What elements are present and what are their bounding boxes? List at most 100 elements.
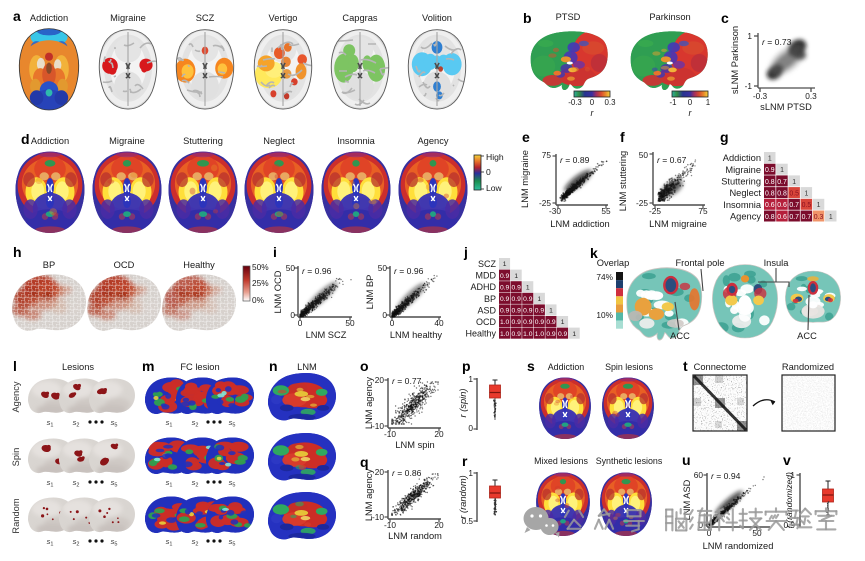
svg-text:0.9: 0.9: [535, 319, 545, 326]
svg-text:0.5: 0.5: [789, 190, 799, 197]
svg-text:LNM spin: LNM spin: [395, 440, 434, 450]
svg-text:LNM migraine: LNM migraine: [649, 219, 707, 229]
svg-text:0.6: 0.6: [777, 202, 787, 209]
svg-text:LNM SCZ: LNM SCZ: [306, 330, 347, 340]
svg-text:Insomnia: Insomnia: [723, 200, 762, 210]
svg-text:0.3: 0.3: [805, 91, 817, 101]
svg-text:0: 0: [688, 98, 693, 107]
svg-text:0.8: 0.8: [765, 190, 775, 197]
svg-text:1.0: 1.0: [535, 331, 545, 338]
svg-text:BP: BP: [484, 294, 496, 304]
svg-text:0.9: 0.9: [500, 308, 510, 315]
svg-text:74%: 74%: [596, 272, 613, 282]
svg-text:High: High: [486, 152, 504, 162]
svg-text:0: 0: [486, 167, 491, 177]
svg-text:q: q: [360, 454, 369, 470]
svg-text:0.7: 0.7: [777, 179, 787, 186]
svg-text:Migraine: Migraine: [110, 13, 146, 23]
svg-text:j: j: [463, 244, 468, 260]
svg-text:0.9: 0.9: [500, 296, 510, 303]
svg-text:LNM stuttering: LNM stuttering: [618, 151, 628, 211]
svg-text:FC lesion: FC lesion: [180, 362, 219, 372]
svg-text:1: 1: [526, 284, 530, 291]
svg-text:-30: -30: [549, 206, 561, 216]
svg-text:75: 75: [698, 206, 708, 216]
svg-text:0.7: 0.7: [789, 214, 799, 221]
svg-text:Agency: Agency: [417, 136, 448, 146]
svg-text:1: 1: [468, 468, 473, 478]
svg-text:Parkinson: Parkinson: [649, 12, 690, 22]
svg-text:0: 0: [468, 423, 473, 433]
svg-text:LNM randomized: LNM randomized: [703, 541, 774, 551]
svg-text:ACC: ACC: [670, 331, 690, 341]
svg-text:0.8: 0.8: [765, 179, 775, 186]
svg-text:0.9: 0.9: [512, 331, 522, 338]
svg-text:Agency: Agency: [11, 381, 21, 412]
svg-text:0.8: 0.8: [777, 190, 787, 197]
svg-text:20: 20: [375, 375, 385, 385]
svg-text:1: 1: [514, 273, 518, 280]
svg-text:1: 1: [780, 167, 784, 174]
svg-text:1: 1: [706, 98, 710, 107]
svg-text:Insomnia: Insomnia: [337, 136, 376, 146]
svg-text:0: 0: [382, 310, 387, 320]
svg-text:0.9: 0.9: [500, 273, 510, 280]
svg-text:-25: -25: [636, 198, 648, 208]
svg-text:r = 0.96: r = 0.96: [302, 266, 332, 276]
svg-text:f: f: [620, 129, 625, 145]
svg-text:r: r: [462, 453, 468, 469]
svg-text:ADHD: ADHD: [470, 282, 496, 292]
svg-text:1: 1: [468, 374, 473, 384]
svg-text:0.6: 0.6: [777, 214, 787, 221]
svg-text:u: u: [682, 452, 691, 468]
svg-text:ACC: ACC: [797, 331, 817, 341]
svg-text:1.0: 1.0: [523, 331, 533, 338]
svg-text:0: 0: [298, 318, 303, 328]
svg-text:40: 40: [434, 318, 444, 328]
svg-text:Spin: Spin: [11, 448, 21, 467]
svg-text:sLNM Parkinson: sLNM Parkinson: [730, 26, 740, 94]
svg-text:Insula: Insula: [764, 258, 790, 268]
svg-text:Agency: Agency: [730, 212, 761, 222]
svg-text:-1: -1: [745, 81, 753, 91]
svg-text:10%: 10%: [596, 310, 613, 320]
svg-text:b: b: [523, 10, 532, 26]
svg-text:0: 0: [590, 98, 595, 107]
svg-text:LNM agency: LNM agency: [364, 377, 374, 430]
svg-text:0.9: 0.9: [512, 296, 522, 303]
svg-text:1.0: 1.0: [500, 331, 510, 338]
svg-text:Stuttering: Stuttering: [183, 136, 223, 146]
svg-text:0.9: 0.9: [512, 284, 522, 291]
svg-text:0.3: 0.3: [605, 98, 617, 107]
svg-text:0: 0: [390, 318, 395, 328]
svg-text:0: 0: [290, 310, 295, 320]
svg-text:-0.3: -0.3: [568, 98, 582, 107]
svg-text:-10: -10: [384, 520, 396, 530]
svg-text:LNM OCD: LNM OCD: [273, 270, 283, 313]
svg-text:LNM migraine: LNM migraine: [520, 150, 530, 208]
svg-text:r = 0.94: r = 0.94: [711, 471, 741, 481]
svg-text:r = 0.73: r = 0.73: [762, 37, 792, 47]
svg-text:-0.3: -0.3: [753, 91, 768, 101]
svg-text:Addiction: Addiction: [31, 136, 69, 146]
svg-text:Addiction: Addiction: [723, 153, 761, 163]
svg-text:0.6: 0.6: [765, 202, 775, 209]
svg-text:0.8: 0.8: [765, 214, 775, 221]
svg-text:n: n: [269, 358, 278, 374]
svg-text:PTSD: PTSD: [556, 12, 581, 22]
svg-text:50: 50: [378, 263, 388, 273]
svg-text:Stuttering: Stuttering: [721, 176, 761, 186]
svg-text:LNM BP: LNM BP: [365, 275, 375, 310]
svg-text:t: t: [683, 358, 688, 374]
svg-text:d: d: [21, 131, 30, 147]
svg-text:r (random): r (random): [458, 475, 468, 518]
svg-text:1.0: 1.0: [500, 319, 510, 326]
svg-text:r = 0.77: r = 0.77: [392, 376, 422, 386]
svg-text:0.9: 0.9: [523, 319, 533, 326]
svg-text:1: 1: [817, 202, 821, 209]
svg-text:0.9: 0.9: [535, 308, 545, 315]
svg-text:Addiction: Addiction: [548, 362, 585, 372]
svg-text:h: h: [13, 244, 22, 260]
svg-text:1: 1: [549, 308, 553, 315]
svg-text:0.9: 0.9: [546, 319, 556, 326]
